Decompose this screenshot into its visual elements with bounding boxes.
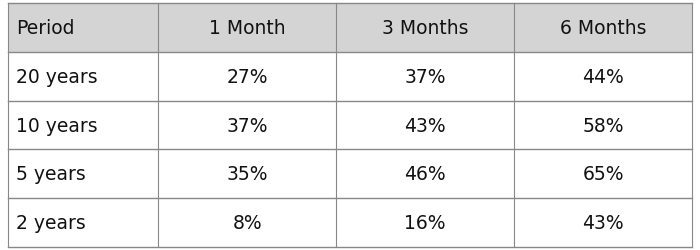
Bar	[336, 4, 514, 52]
Bar	[158, 4, 336, 52]
Text: 1 Month: 1 Month	[209, 19, 286, 38]
Bar	[158, 52, 336, 101]
Text: 35%: 35%	[227, 165, 268, 184]
Bar	[514, 198, 692, 247]
Bar	[158, 198, 336, 247]
Bar	[8, 101, 158, 150]
Bar	[8, 198, 158, 247]
Text: 5 years: 5 years	[16, 165, 86, 184]
Text: 43%: 43%	[405, 116, 446, 135]
Text: 6 Months: 6 Months	[560, 19, 646, 38]
Text: 65%: 65%	[582, 165, 624, 184]
Text: 43%: 43%	[582, 213, 624, 232]
Bar	[158, 101, 336, 150]
Text: 44%: 44%	[582, 68, 624, 86]
Bar	[8, 150, 158, 198]
Bar	[336, 150, 514, 198]
Text: 10 years: 10 years	[16, 116, 97, 135]
Text: 3 Months: 3 Months	[382, 19, 468, 38]
Text: 16%: 16%	[405, 213, 446, 232]
Bar	[336, 101, 514, 150]
Text: 27%: 27%	[227, 68, 268, 86]
Text: 20 years: 20 years	[16, 68, 97, 86]
Bar	[514, 52, 692, 101]
Bar	[8, 52, 158, 101]
Text: 37%: 37%	[227, 116, 268, 135]
Text: Period: Period	[16, 19, 74, 38]
Text: 2 years: 2 years	[16, 213, 86, 232]
Bar	[158, 150, 336, 198]
Bar	[8, 4, 158, 52]
Bar	[514, 150, 692, 198]
Text: 58%: 58%	[582, 116, 624, 135]
Text: 46%: 46%	[405, 165, 446, 184]
Bar	[514, 101, 692, 150]
Bar	[336, 198, 514, 247]
Text: 8%: 8%	[232, 213, 262, 232]
Bar	[514, 4, 692, 52]
Bar	[336, 52, 514, 101]
Text: 37%: 37%	[405, 68, 446, 86]
